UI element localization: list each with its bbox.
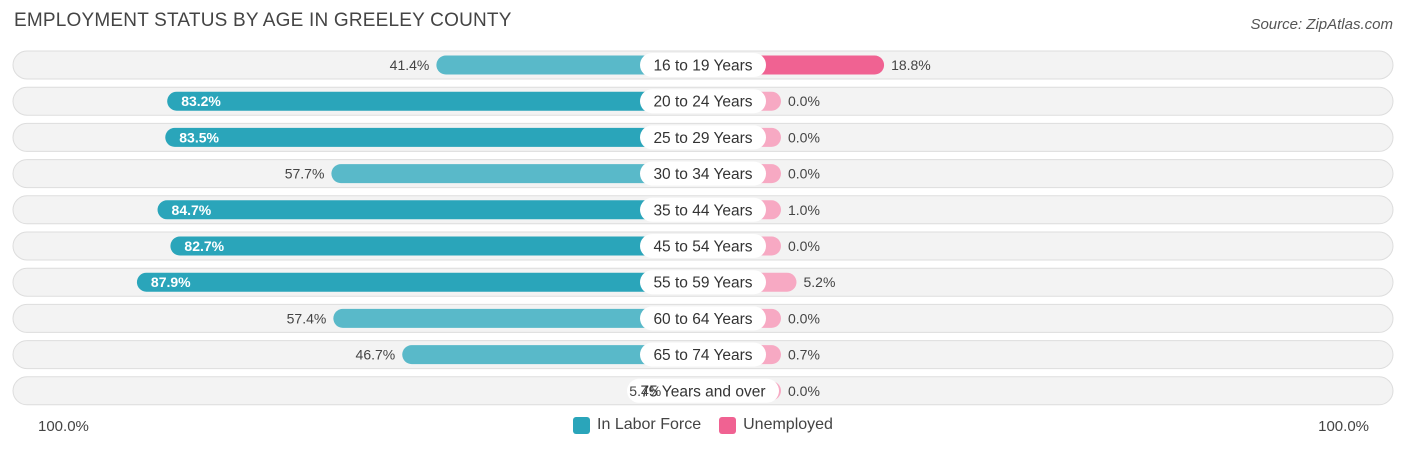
value-label-labor-force: 5.4% [629,383,661,399]
category-label-pill [640,53,766,77]
category-label-pill [640,125,766,150]
value-label-unemployed: 0.0% [788,166,820,182]
category-label: 55 to 59 Years [653,275,752,292]
bar-labor-force [333,308,703,328]
bar-labor-force [331,164,703,184]
category-label: 65 to 74 Years [653,347,752,364]
bar-labor-force [136,272,703,292]
value-label-unemployed: 0.0% [788,310,820,326]
bar-labor-force [170,236,704,256]
category-label: 60 to 64 Years [653,311,752,328]
category-label: 16 to 19 Years [653,58,752,75]
value-label-unemployed: 18.8% [891,57,931,73]
value-label-labor-force: 41.4% [390,57,430,73]
category-label: 35 to 44 Years [653,202,752,219]
value-label-unemployed: 0.0% [788,383,820,399]
category-label-pill [640,234,766,258]
category-label-pill [640,306,766,331]
value-label-labor-force: 83.2% [181,93,221,109]
category-label: 30 to 34 Years [653,166,752,183]
value-label-unemployed: 5.2% [803,274,835,290]
value-label-unemployed: 0.0% [788,238,820,254]
bar-labor-force [436,55,703,75]
value-label-labor-force: 46.7% [356,347,396,363]
bar-labor-force [165,127,703,147]
category-label-pill [640,197,766,222]
bar-labor-force [167,91,703,111]
value-label-unemployed: 0.7% [788,347,820,363]
value-label-unemployed: 1.0% [788,202,820,218]
bar-labor-force [157,200,704,220]
category-label-pill [640,342,766,367]
category-label-pill [627,378,779,403]
value-label-labor-force: 57.4% [287,310,327,326]
legend-label-labor-force: In Labor Force [597,416,702,433]
legend-label-unemployed: Unemployed [743,416,833,433]
chart-title: EMPLOYMENT STATUS BY AGE IN GREELEY COUN… [14,10,512,31]
chart-source: Source: ZipAtlas.com [1250,16,1393,33]
legend-swatch-labor-force [573,416,591,434]
value-label-unemployed: 0.0% [788,93,820,109]
value-label-labor-force: 82.7% [184,238,224,254]
value-label-labor-force: 83.5% [179,129,219,145]
legend-swatch-unemployed [719,416,737,434]
value-label-labor-force: 84.7% [172,202,212,218]
category-label: 45 to 54 Years [653,239,752,256]
value-label-labor-force: 87.9% [151,274,191,290]
legend: In Labor Force Unemployed [0,416,1406,434]
axis-left-label: 100.0% [38,418,89,435]
category-label-pill [640,161,766,186]
category-label: 20 to 24 Years [653,94,752,111]
value-label-labor-force: 57.7% [285,166,325,182]
category-label: 75 Years and over [641,383,766,400]
legend-item-unemployed[interactable]: Unemployed [719,416,833,434]
category-label-pill [640,270,766,295]
category-label: 25 to 29 Years [653,130,752,147]
axis-right-label: 100.0% [1318,418,1369,435]
category-label-pill [640,89,766,114]
bar-labor-force [402,345,703,365]
value-label-unemployed: 0.0% [788,129,820,145]
legend-item-labor-force[interactable]: In Labor Force [573,416,701,434]
